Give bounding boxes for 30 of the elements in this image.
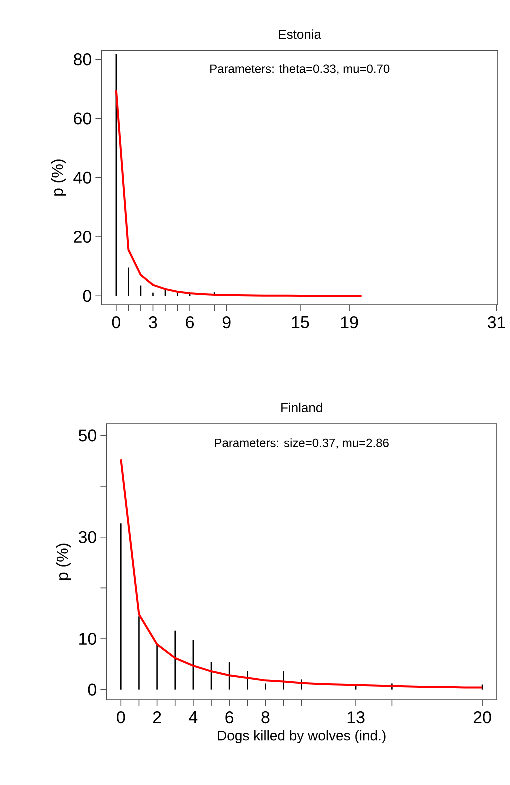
y-tick-label: 10 <box>80 632 97 646</box>
x-tick-label: 0 <box>112 316 121 329</box>
x-tick-label: 9 <box>223 316 231 329</box>
y-tick-label: 20 <box>74 230 92 244</box>
annotation: Parameters: theta=0.33, mu=0.70 <box>210 64 390 75</box>
x-tick-label: 31 <box>488 316 506 329</box>
x-tick-label: 19 <box>342 316 358 329</box>
y-tick-label: 50 <box>79 430 97 442</box>
x-tick-label: 8 <box>262 712 270 724</box>
chart-title: Finland <box>282 402 323 412</box>
x-tick-label: 6 <box>186 316 194 329</box>
x-axis-title: Dogs killed by wolves (ind.) <box>218 730 386 744</box>
x-tick-label: 3 <box>149 316 158 329</box>
chart-title: Estonia <box>279 30 322 40</box>
y-axis-title: p (%) <box>52 160 67 196</box>
x-tick-label: 4 <box>189 712 198 724</box>
y-tick-label: 40 <box>74 172 92 184</box>
y-tick-label: 0 <box>84 290 92 302</box>
x-tick-label: 0 <box>117 712 126 724</box>
x-tick-label: 15 <box>292 316 310 328</box>
y-tick-label: 60 <box>74 112 92 125</box>
y-axis-title: p (%) <box>56 544 72 580</box>
x-tick-label: 2 <box>154 712 162 724</box>
x-tick-label: 13 <box>348 712 365 724</box>
x-tick-label: 6 <box>226 712 234 724</box>
y-tick-label: 80 <box>74 54 92 66</box>
annotation: Parameters: size=0.37, mu=2.86 <box>215 438 390 449</box>
y-tick-label: 0 <box>88 684 97 696</box>
x-tick-label: 20 <box>474 712 492 724</box>
y-tick-label: 30 <box>79 531 97 544</box>
